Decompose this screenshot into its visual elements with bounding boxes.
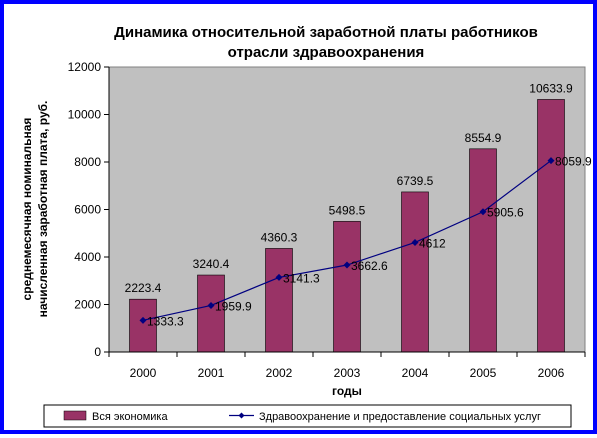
bar-vsya-ekonomika <box>469 148 497 353</box>
chart: Динамика относительной заработной платы … <box>20 24 592 428</box>
bar-vsya-ekonomika <box>333 221 361 353</box>
legend-marker <box>238 412 245 419</box>
y-tick-label: 6000 <box>74 203 101 217</box>
bar-vsya-ekonomika <box>197 274 225 353</box>
bar-data-label: 5498.5 <box>329 203 366 217</box>
y-tick-label: 4000 <box>74 250 101 264</box>
line-point-marker <box>207 301 215 309</box>
legend-box <box>43 404 572 428</box>
line-data-label: 5905.6 <box>487 206 524 220</box>
y-axis-title-line-2: начисленная заработная плата, руб. <box>36 101 50 318</box>
legend-label-line: Здравоохранение и предоставление социаль… <box>259 411 541 423</box>
y-tick-label: 8000 <box>74 155 101 169</box>
legend-label-bar: Вся экономика <box>92 411 168 423</box>
y-axis-title-line-1: среднемесячная номинальная <box>20 118 34 301</box>
bar-data-label: 6739.5 <box>397 174 434 188</box>
x-tick-label: 2003 <box>334 366 361 380</box>
chart-title-line-2: отрасли здравоохранения <box>228 44 425 61</box>
y-tick-label: 12000 <box>68 60 102 74</box>
line-data-label: 1333.3 <box>147 314 184 328</box>
legend: Вся экономика Здравоохранение и предоста… <box>43 404 572 428</box>
bar-data-label: 10633.9 <box>529 81 573 95</box>
x-tick-label: 2001 <box>198 366 225 380</box>
y-tick-label: 0 <box>94 345 101 359</box>
x-tick-label: 2004 <box>402 366 429 380</box>
line-point-marker <box>139 316 147 324</box>
x-tick-label: 2000 <box>130 366 157 380</box>
line-data-label: 8059.9 <box>555 155 592 169</box>
line-point-marker <box>479 208 487 216</box>
line-point-marker <box>411 238 419 246</box>
line-data-label: 4612 <box>419 236 446 250</box>
line-data-label: 1959.9 <box>215 299 252 313</box>
bar-vsya-ekonomika <box>265 248 293 353</box>
bar-vsya-ekonomika <box>537 99 565 353</box>
bar-data-label: 8554.9 <box>465 131 502 145</box>
line-data-label: 3662.6 <box>351 259 388 273</box>
x-tick-label: 2002 <box>266 366 293 380</box>
x-axis-title: годы <box>332 384 362 398</box>
legend-swatch-bar <box>63 410 87 421</box>
y-tick-label: 10000 <box>68 108 102 122</box>
y-tick-label: 2000 <box>74 298 101 312</box>
chart-title-line-1: Динамика относительной заработной платы … <box>114 24 538 41</box>
bar-data-label: 3240.4 <box>193 257 230 271</box>
x-tick-label: 2006 <box>538 366 565 380</box>
line-point-marker <box>275 273 283 281</box>
bar-data-label: 2223.4 <box>125 281 162 295</box>
bar-vsya-ekonomika <box>129 298 157 353</box>
line-point-marker <box>547 157 555 165</box>
bar-vsya-ekonomika <box>401 191 429 353</box>
line-data-label: 3141.3 <box>283 271 320 285</box>
line-point-marker <box>343 261 351 269</box>
x-tick-label: 2005 <box>470 366 497 380</box>
bar-data-label: 4360.3 <box>261 230 298 244</box>
